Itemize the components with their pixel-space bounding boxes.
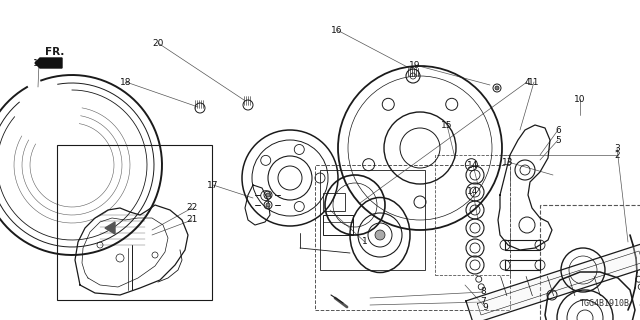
Text: 9: 9 xyxy=(482,302,488,311)
Text: 3: 3 xyxy=(614,143,620,153)
Text: 17: 17 xyxy=(207,180,219,189)
Text: 8: 8 xyxy=(480,287,486,297)
Circle shape xyxy=(375,230,385,240)
Bar xyxy=(315,165,510,310)
Bar xyxy=(323,193,345,211)
Bar xyxy=(57,145,212,300)
Text: 10: 10 xyxy=(574,94,586,103)
Text: 5: 5 xyxy=(555,135,561,145)
Text: 4: 4 xyxy=(524,77,530,86)
Bar xyxy=(323,215,353,235)
Bar xyxy=(505,240,540,250)
Text: 18: 18 xyxy=(120,77,132,86)
Text: 20: 20 xyxy=(152,38,164,47)
Circle shape xyxy=(266,203,270,207)
Text: 21: 21 xyxy=(186,215,198,225)
Polygon shape xyxy=(105,222,115,234)
Bar xyxy=(540,205,640,320)
Polygon shape xyxy=(35,58,62,68)
Text: 1: 1 xyxy=(362,237,368,246)
Text: 14: 14 xyxy=(467,188,479,196)
Text: 2: 2 xyxy=(614,150,620,159)
Text: 13: 13 xyxy=(502,157,514,166)
Text: 7: 7 xyxy=(480,298,486,307)
Text: 22: 22 xyxy=(186,204,198,212)
Bar xyxy=(435,155,510,275)
Text: TGG4B1910B: TGG4B1910B xyxy=(580,299,630,308)
Text: 16: 16 xyxy=(332,26,343,35)
Circle shape xyxy=(266,193,270,197)
Text: 12: 12 xyxy=(33,59,45,68)
Bar xyxy=(320,170,425,270)
Text: FR.: FR. xyxy=(45,47,65,57)
Text: 11: 11 xyxy=(528,77,540,86)
Bar xyxy=(505,260,540,270)
Text: 14: 14 xyxy=(467,161,479,170)
Circle shape xyxy=(495,86,499,90)
Polygon shape xyxy=(466,242,640,320)
Text: 15: 15 xyxy=(441,121,452,130)
Text: 19: 19 xyxy=(409,60,420,69)
Text: 6: 6 xyxy=(555,125,561,134)
